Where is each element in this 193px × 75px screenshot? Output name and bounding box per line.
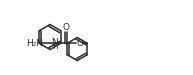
Text: H₂N: H₂N (26, 39, 43, 48)
Text: O: O (63, 23, 70, 32)
Text: N: N (51, 38, 58, 47)
Text: H: H (52, 42, 58, 51)
Text: O: O (76, 39, 83, 48)
